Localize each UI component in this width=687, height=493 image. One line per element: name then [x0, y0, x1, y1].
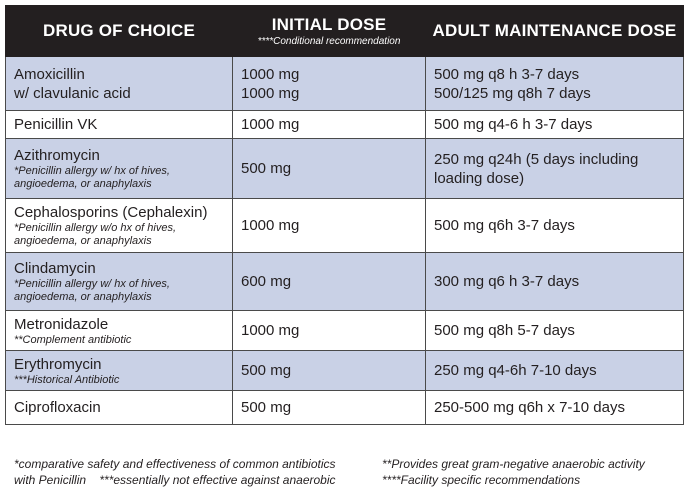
antibiotic-dosing-table: DRUG OF CHOICE INITIAL DOSE ****Conditio…: [5, 5, 684, 425]
maintenance-dose-value: 250 mg q24h (5 days including: [434, 150, 639, 168]
initial-dose-cell: 600 mg: [232, 252, 426, 311]
initial-dose-cell: 1000 mg 1000 mg: [232, 56, 426, 111]
drug-cell: Clindamycin *Penicillin allergy w/ hx of …: [5, 252, 233, 311]
table-row: Penicillin VK 1000 mg 500 mg q4-6 h 3-7 da…: [5, 110, 684, 139]
drug-name: Cephalosporins (Cephalexin): [14, 204, 208, 221]
table-row: Ciprofloxacin 500 mg 250-500 mg q6h x 7-10…: [5, 390, 684, 425]
drug-cell: Ciprofloxacin: [5, 390, 233, 425]
initial-dose-value: 1000 mg: [241, 217, 300, 234]
maintenance-dose-value: 500/125 mg q8h 7 days: [434, 84, 591, 102]
maintenance-dose-cell: 300 mg q6 h 3-7 days: [425, 252, 684, 311]
initial-dose-cell: 500 mg: [232, 390, 426, 425]
drug-cell: Cephalosporins (Cephalexin) *Penicillin a…: [5, 198, 233, 253]
table-row: Azithromycin *Penicillin allergy w/ hx of…: [5, 138, 684, 199]
initial-dose-value: 500 mg: [241, 362, 292, 379]
drug-cell: Amoxicillin w/ clavulanic acid: [5, 56, 233, 111]
maintenance-dose-value: 500 mg q4-6 h 3-7 days: [434, 116, 593, 133]
table-row: Cephalosporins (Cephalexin) *Penicillin a…: [5, 198, 684, 253]
drug-name: Ciprofloxacin: [14, 399, 101, 416]
drug-cell: Metronidazole **Complement antibiotic: [5, 310, 233, 351]
maintenance-dose-value: 250 mg q4-6h 7-10 days: [434, 362, 597, 379]
drug-note: *Penicillin allergy w/ hx of hives, angi…: [14, 278, 170, 303]
initial-dose-cell: 500 mg: [232, 350, 426, 391]
initial-dose-cell: 1000 mg: [232, 198, 426, 253]
header-initial-dose: INITIAL DOSE ****Conditional recommendat…: [232, 5, 426, 57]
drug-cell: Azithromycin *Penicillin allergy w/ hx of…: [5, 138, 233, 199]
drug-name: Penicillin VK: [14, 116, 98, 133]
header-adult-maintenance-dose: ADULT MAINTENANCE DOSE: [425, 5, 684, 57]
drug-name: Metronidazole: [14, 315, 109, 333]
maintenance-dose-value: loading dose): [434, 169, 525, 187]
initial-dose-value: 500 mg: [241, 160, 292, 177]
initial-dose-value: 500 mg: [241, 399, 292, 416]
initial-dose-cell: 1000 mg: [232, 310, 426, 351]
drug-note: *Penicillin allergy w/ hx of hives, angi…: [14, 165, 170, 190]
initial-dose-value: 1000 mg: [241, 322, 300, 339]
initial-dose-value: 600 mg: [241, 273, 292, 290]
drug-name: Clindamycin: [14, 260, 96, 277]
maintenance-dose-cell: 500 mg q4-6 h 3-7 days: [425, 110, 684, 139]
header-initial-dose-label: INITIAL DOSE: [271, 15, 387, 34]
initial-dose-cell: 1000 mg: [232, 110, 426, 139]
footnotes-right: **Provides great gram-negative anaerobic…: [382, 456, 682, 488]
maintenance-dose-value: 250-500 mg q6h x 7-10 days: [434, 399, 625, 416]
drug-name: Erythromycin: [14, 355, 102, 373]
footnote-comparative-safety: *comparative safety and effectiveness of…: [14, 457, 336, 471]
maintenance-dose-cell: 500 mg q8h 5-7 days: [425, 310, 684, 351]
header-initial-dose-note: ****Conditional recommendation: [257, 36, 401, 47]
drug-name-line2: w/ clavulanic acid: [14, 84, 131, 102]
drug-note: ***Historical Antibiotic: [14, 373, 120, 386]
initial-dose-value: 1000 mg: [241, 84, 300, 102]
initial-dose-value: 1000 mg: [241, 116, 300, 133]
table-row: Erythromycin ***Historical Antibiotic 500 …: [5, 350, 684, 391]
maintenance-dose-cell: 250 mg q4-6h 7-10 days: [425, 350, 684, 391]
table-row: Clindamycin *Penicillin allergy w/ hx of …: [5, 252, 684, 311]
footnote-anaerobic: with Penicillin ***essentially not effec…: [14, 473, 336, 487]
header-drug-of-choice: DRUG OF CHOICE: [5, 5, 233, 57]
table-header-row: DRUG OF CHOICE INITIAL DOSE ****Conditio…: [5, 5, 684, 57]
drug-name: Azithromycin: [14, 147, 100, 164]
drug-name: Amoxicillin: [14, 65, 85, 83]
drug-note: *Penicillin allergy w/o hx of hives, ang…: [14, 222, 177, 247]
maintenance-dose-value: 500 mg q8h 5-7 days: [434, 322, 575, 339]
antibiotic-table-container: DRUG OF CHOICE INITIAL DOSE ****Conditio…: [5, 5, 684, 425]
initial-dose-value: 1000 mg: [241, 65, 300, 83]
table-row: Metronidazole **Complement antibiotic 1000…: [5, 310, 684, 351]
footnote-gram-negative: **Provides great gram-negative anaerobic…: [382, 457, 645, 471]
footnote-facility-specific: ****Facility specific recommendations: [382, 473, 581, 487]
footnotes-left: *comparative safety and effectiveness of…: [14, 456, 379, 488]
maintenance-dose-value: 500 mg q8 h 3-7 days: [434, 65, 580, 83]
maintenance-dose-cell: 500 mg q8 h 3-7 days 500/125 mg q8h 7 day…: [425, 56, 684, 111]
drug-cell: Penicillin VK: [5, 110, 233, 139]
initial-dose-cell: 500 mg: [232, 138, 426, 199]
maintenance-dose-cell: 250-500 mg q6h x 7-10 days: [425, 390, 684, 425]
maintenance-dose-value: 300 mg q6 h 3-7 days: [434, 273, 580, 290]
maintenance-dose-value: 500 mg q6h 3-7 days: [434, 217, 575, 234]
maintenance-dose-cell: 500 mg q6h 3-7 days: [425, 198, 684, 253]
maintenance-dose-cell: 250 mg q24h (5 days including loading dos…: [425, 138, 684, 199]
drug-cell: Erythromycin ***Historical Antibiotic: [5, 350, 233, 391]
table-row: Amoxicillin w/ clavulanic acid 1000 mg 1000…: [5, 56, 684, 111]
drug-note: **Complement antibiotic: [14, 333, 132, 346]
